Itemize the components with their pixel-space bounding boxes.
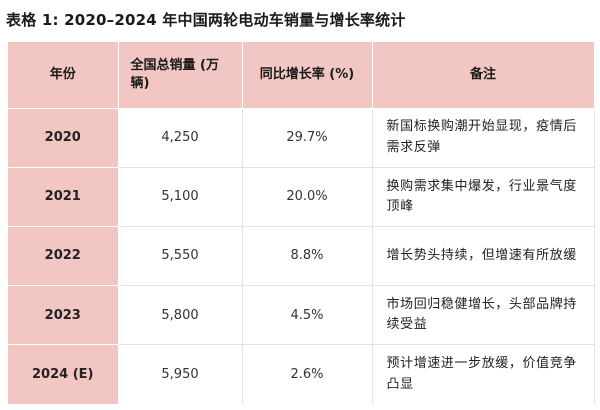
- cell-note: 增长势头持续，但增速有所放缓: [372, 226, 595, 287]
- cell-note: 新国标换购潮开始显现，疫情后需求反弹: [372, 108, 595, 168]
- header-growth: 同比增长率 (%): [242, 42, 373, 109]
- header-note: 备注: [372, 42, 595, 109]
- cell-growth: 20.0%: [242, 167, 373, 227]
- header-year: 年份: [8, 42, 119, 109]
- cell-sales: 5,950: [118, 344, 243, 404]
- cell-year: 2020: [8, 108, 119, 168]
- cell-year: 2021: [8, 167, 119, 227]
- cell-growth: 8.8%: [242, 226, 373, 287]
- header-sales: 全国总销量 (万辆): [118, 42, 243, 109]
- sales-table: 年份 全国总销量 (万辆) 同比增长率 (%) 备注 2020 4,250 29…: [8, 42, 595, 404]
- cell-sales: 4,250: [118, 108, 243, 168]
- cell-sales: 5,800: [118, 285, 243, 346]
- cell-note: 市场回归稳健增长，头部品牌持续受益: [372, 285, 595, 346]
- table-row: 2022 5,550 8.8% 增长势头持续，但增速有所放缓: [8, 226, 595, 287]
- cell-growth: 2.6%: [242, 344, 373, 404]
- cell-sales: 5,100: [118, 167, 243, 227]
- table-row: 2020 4,250 29.7% 新国标换购潮开始显现，疫情后需求反弹: [8, 108, 595, 168]
- header-row: 年份 全国总销量 (万辆) 同比增长率 (%) 备注: [8, 42, 595, 109]
- cell-year: 2023: [8, 285, 119, 346]
- table-row: 2024 (E) 5,950 2.6% 预计增速进一步放缓，价值竞争凸显: [8, 344, 595, 404]
- cell-year: 2024 (E): [8, 344, 119, 404]
- table-title: 表格 1: 2020–2024 年中国两轮电动车销量与增长率统计: [6, 11, 406, 29]
- cell-year: 2022: [8, 226, 119, 287]
- cell-note: 换购需求集中爆发，行业景气度顶峰: [372, 167, 595, 227]
- cell-growth: 4.5%: [242, 285, 373, 346]
- table-container: 年份 全国总销量 (万辆) 同比增长率 (%) 备注 2020 4,250 29…: [8, 42, 595, 404]
- cell-note: 预计增速进一步放缓，价值竞争凸显: [372, 344, 595, 404]
- cell-sales: 5,550: [118, 226, 243, 287]
- cell-growth: 29.7%: [242, 108, 373, 168]
- table-row: 2023 5,800 4.5% 市场回归稳健增长，头部品牌持续受益: [8, 285, 595, 346]
- table-row: 2021 5,100 20.0% 换购需求集中爆发，行业景气度顶峰: [8, 167, 595, 227]
